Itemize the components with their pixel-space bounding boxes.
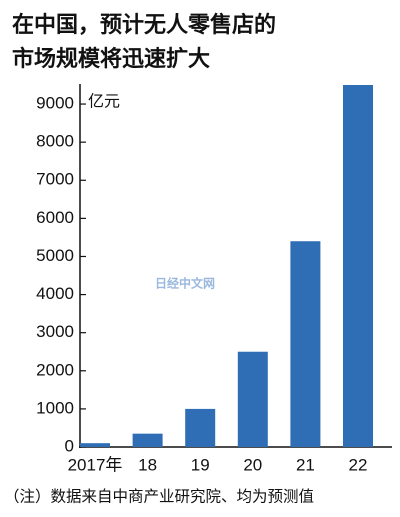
y-tick-label: 3000	[36, 322, 74, 341]
chart-title: 在中国，预计无人零售店的	[12, 12, 276, 38]
bar	[132, 433, 163, 447]
bar	[343, 85, 373, 447]
watermark: 日经中文网	[155, 276, 215, 291]
y-tick-label: 9000	[36, 94, 74, 113]
x-tick-label: 20	[243, 455, 262, 474]
bar	[185, 408, 216, 447]
bar	[237, 351, 268, 447]
y-tick-label: 1000	[36, 398, 74, 417]
x-tick-label: 19	[191, 455, 210, 474]
y-unit: 亿元	[88, 92, 120, 111]
x-tick-label: 2017年	[68, 455, 123, 474]
x-tick-label: 22	[349, 455, 368, 474]
chart-title: 市场规模将迅速扩大	[12, 46, 210, 72]
y-tick-label: 6000	[36, 208, 74, 227]
y-tick-label: 0	[65, 436, 74, 455]
x-tick-label: 18	[138, 455, 157, 474]
y-tick-label: 2000	[36, 360, 74, 379]
y-tick-label: 5000	[36, 246, 74, 265]
note: （注）数据来自中商产业研究院、均为预测值	[4, 487, 314, 506]
x-tick-label: 21	[296, 455, 315, 474]
bar	[290, 241, 321, 447]
y-tick-label: 8000	[36, 132, 74, 151]
bar	[80, 443, 110, 447]
y-tick-label: 4000	[36, 284, 74, 303]
y-tick-label: 7000	[36, 170, 74, 189]
